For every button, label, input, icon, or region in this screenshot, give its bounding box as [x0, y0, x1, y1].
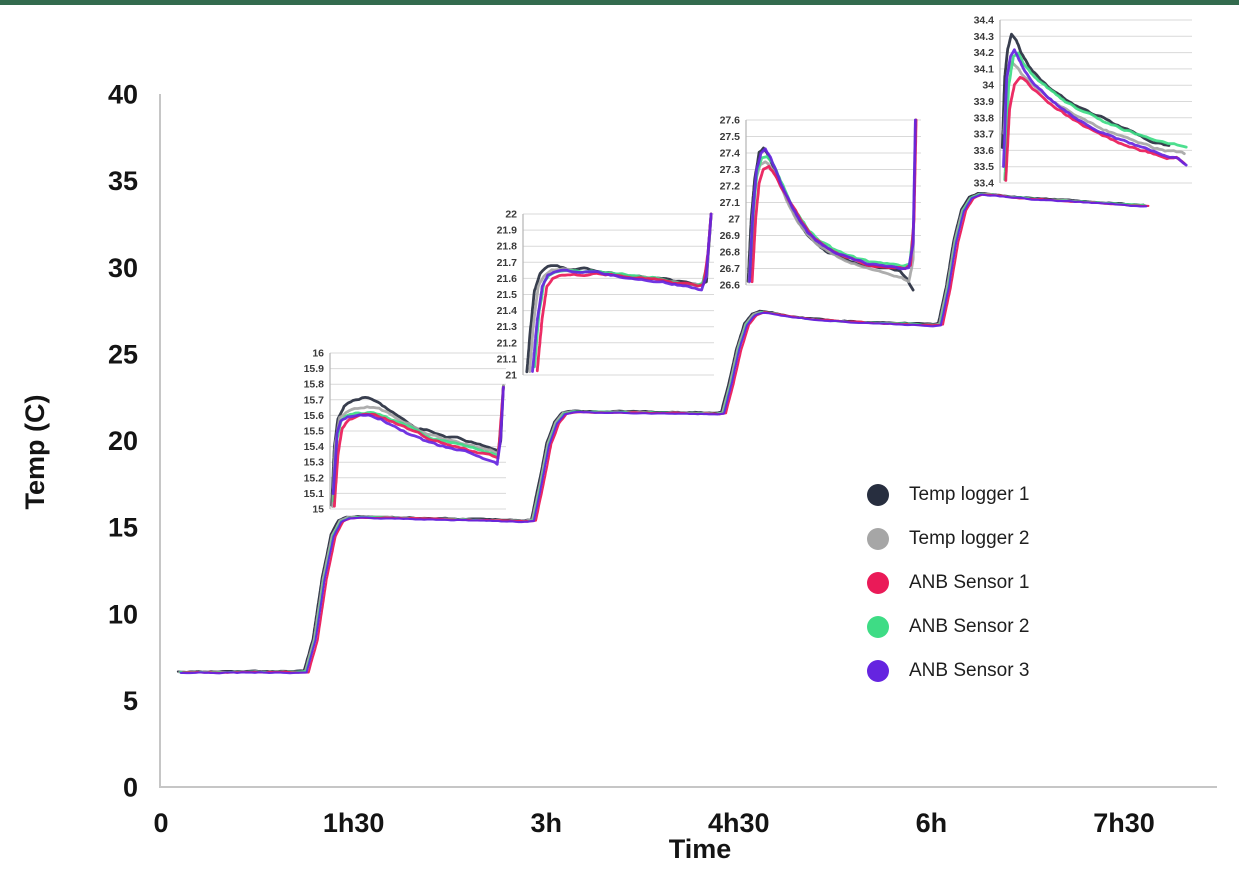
inset-tick-label: 34.4: [974, 15, 995, 27]
y-tick-label: 30: [108, 253, 138, 283]
x-tick-label: 7h30: [1093, 808, 1155, 838]
y-tick-label: 5: [123, 686, 138, 716]
inset-tick-label: 33.9: [974, 96, 995, 108]
inset-tick-label: 21.3: [497, 321, 518, 333]
legend-swatch-dark: [867, 484, 889, 506]
inset-tick-label: 16: [312, 348, 324, 360]
inset-tick-label: 21.1: [497, 353, 518, 365]
inset-tick-label: 26.8: [720, 247, 741, 259]
inset-tick-label: 34.2: [974, 47, 995, 59]
inset-tick-label: 15.3: [304, 457, 325, 469]
y-tick-label: 15: [108, 513, 138, 543]
inset-tick-label: 21.7: [497, 257, 518, 269]
axis-tick-labels: 0 5 10 15 20 25 30 35 40 0 1h30 3h 4h30 6h 7h30: [108, 80, 1155, 839]
inset-tick-label: 33.8: [974, 112, 995, 124]
inset-tick-label: 34.1: [974, 63, 995, 75]
inset-tick-label: 33.7: [974, 129, 995, 141]
inset-series-line-green: [1003, 51, 1188, 181]
inset-series-line-purple: [748, 118, 917, 283]
inset-tick-label: 21.9: [497, 225, 518, 237]
inset-tick-label: 21.4: [497, 305, 518, 317]
legend-label: ANB Sensor 2: [909, 616, 1030, 637]
legend-swatch-purple: [867, 660, 889, 682]
inset-tick-label: 27.3: [720, 164, 741, 176]
x-tick-label: 3h: [530, 808, 562, 838]
inset-tick-label: 22: [505, 209, 517, 221]
inset-tick-label: 34: [982, 80, 994, 92]
inset-chart-4: 34.4 34.3 34.2 34.1 34 33.9 33.8 33.7 33.6 33.5 33…: [974, 15, 1192, 190]
legend: Temp logger 1 Temp logger 2 ANB Sensor 1 AN…: [855, 473, 1029, 693]
legend-item-gray: Temp logger 2: [855, 517, 1029, 561]
inset-tick-label: 15.6: [304, 410, 325, 422]
inset-tick-label: 15.2: [304, 472, 325, 484]
legend-item-red: ANB Sensor 1: [855, 561, 1029, 605]
legend-label: Temp logger 1: [909, 484, 1030, 505]
inset-tick-label: 26.6: [720, 280, 741, 292]
inset-series-line-red: [1004, 75, 1186, 182]
y-tick-label: 25: [108, 339, 138, 369]
inset-tick-label: 26.7: [720, 263, 741, 275]
x-tick-label: 1h30: [323, 808, 385, 838]
legend-label: ANB Sensor 3: [909, 660, 1030, 681]
inset-tick-label: 27.1: [720, 197, 741, 209]
y-tick-label: 20: [108, 426, 138, 456]
inset-tick-label: 21.5: [497, 289, 518, 301]
inset-tick-label: 21: [505, 370, 517, 382]
inset-tick-label: 21.6: [497, 273, 518, 285]
inset-chart-3: 27.6 27.5 27.4 27.3 27.2 27.1 27 26.9 26.8 26.7 26…: [720, 115, 921, 292]
inset-tick-label: 33.6: [974, 145, 995, 157]
inset-tick-label: 15.1: [304, 488, 325, 500]
inset-tick-label: 27.5: [720, 131, 741, 143]
inset-tick-label: 15.4: [304, 441, 325, 453]
inset-tick-label: 15.7: [304, 394, 325, 406]
inset-series-line-purple: [1002, 48, 1188, 168]
x-tick-label: 0: [153, 808, 168, 838]
inset-tick-label: 27: [728, 214, 740, 226]
inset-chart-1: 16 15.9 15.8 15.7 15.6 15.5 15.4 15.3 15.2 15.1 15: [304, 348, 506, 516]
y-axis-title: Temp (C): [20, 395, 50, 510]
inset-tick-label: 33.4: [974, 178, 995, 190]
x-tick-label: 6h: [916, 808, 948, 838]
inset-series-line-purple: [331, 385, 505, 495]
legend-swatch-green: [867, 616, 889, 638]
legend-item-purple: ANB Sensor 3: [855, 649, 1029, 693]
inset-series-line-purple: [531, 212, 713, 373]
legend-label: ANB Sensor 1: [909, 572, 1030, 593]
y-tick-label: 0: [123, 773, 138, 803]
inset-tick-label: 34.3: [974, 31, 995, 43]
inset-tick-label: 27.2: [720, 181, 741, 193]
inset-tick-label: 33.5: [974, 161, 995, 173]
inset-tick-label: 26.9: [720, 230, 741, 242]
legend-swatch-gray: [867, 528, 889, 550]
inset-tick-label: 15.5: [304, 426, 325, 438]
inset-tick-label: 15: [312, 504, 324, 516]
inset-tick-label: 27.4: [720, 148, 741, 160]
inset-tick-label: 15.8: [304, 379, 325, 391]
top-accent-bar: [0, 0, 1239, 5]
inset-tick-label: 21.8: [497, 241, 518, 253]
y-tick-label: 35: [108, 166, 138, 196]
legend-label: Temp logger 2: [909, 528, 1030, 549]
temperature-series: [176, 191, 1150, 675]
inset-tick-label: 15.9: [304, 363, 325, 375]
inset-tick-label: 21.2: [497, 337, 518, 349]
inset-chart-2: 22 21.9 21.8 21.7 21.6 21.5 21.4 21.3 21.2 21.1 21: [497, 209, 714, 382]
x-axis-title: Time: [669, 834, 732, 864]
axes: [159, 94, 1217, 788]
legend-item-dark: Temp logger 1: [855, 473, 1029, 517]
legend-item-green: ANB Sensor 2: [855, 605, 1029, 649]
x-tick-label: 4h30: [708, 808, 770, 838]
y-tick-label: 40: [108, 80, 138, 110]
inset-tick-label: 27.6: [720, 115, 741, 127]
series-line-purple: [179, 193, 1148, 675]
y-tick-label: 10: [108, 599, 138, 629]
legend-swatch-red: [867, 572, 889, 594]
